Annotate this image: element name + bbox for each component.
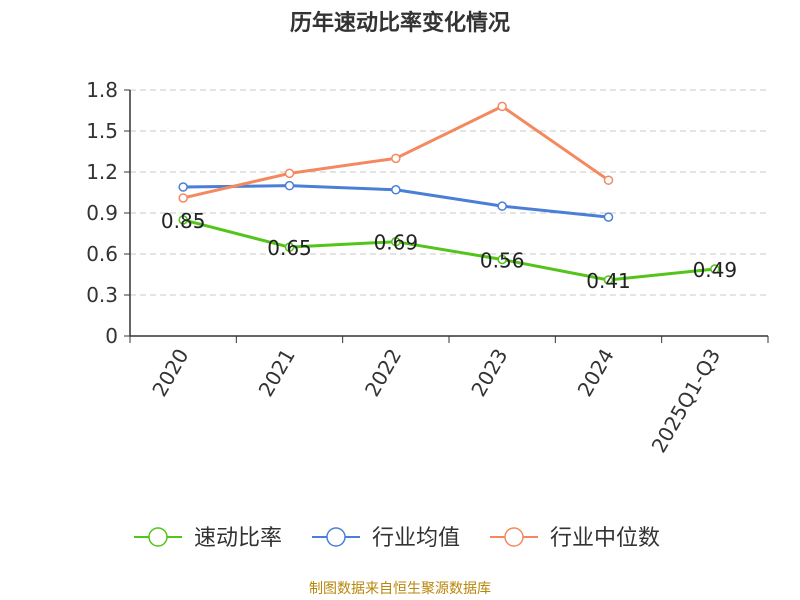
x-tick-label: 2022 bbox=[360, 345, 406, 401]
legend-label: 速动比率 bbox=[194, 526, 282, 551]
legend-marker bbox=[504, 527, 524, 547]
series-line bbox=[182, 218, 715, 282]
series-line bbox=[182, 104, 610, 200]
y-tick-label: 0.3 bbox=[86, 283, 118, 307]
data-point bbox=[178, 215, 188, 225]
legend-marker bbox=[148, 527, 168, 547]
data-label: 0.69 bbox=[374, 231, 419, 255]
data-point bbox=[284, 180, 295, 191]
data-label: 0.49 bbox=[693, 258, 738, 282]
y-tick-label: 1.2 bbox=[86, 160, 118, 184]
data-point bbox=[284, 168, 295, 179]
data-point bbox=[391, 153, 401, 164]
data-point bbox=[497, 101, 507, 112]
legend-item: 行业中位数 bbox=[490, 526, 660, 551]
y-tick-label: 1.8 bbox=[86, 78, 118, 102]
y-tick-label: 1.5 bbox=[86, 119, 118, 143]
y-tick-label: 0.9 bbox=[86, 201, 118, 225]
data-point bbox=[391, 236, 401, 247]
data-label: 0.85 bbox=[161, 209, 206, 233]
x-tick-label: 2020 bbox=[147, 345, 193, 401]
data-point bbox=[710, 264, 720, 274]
legend-label: 行业均值 bbox=[372, 526, 460, 551]
data-label: 0.65 bbox=[267, 236, 312, 260]
data-point bbox=[603, 175, 614, 185]
data-point bbox=[497, 201, 507, 211]
y-tick-label: 0 bbox=[105, 324, 118, 348]
data-point bbox=[178, 193, 188, 203]
x-tick-label: 2025Q1-Q3 bbox=[646, 345, 725, 457]
x-tick-label: 2021 bbox=[254, 345, 300, 401]
legend-marker bbox=[326, 527, 346, 547]
chart-title: 历年速动比率变化情况 bbox=[290, 10, 510, 36]
legend-label: 行业中位数 bbox=[550, 526, 660, 551]
data-point bbox=[178, 182, 188, 192]
data-label: 0.56 bbox=[480, 248, 525, 272]
data-point bbox=[603, 275, 614, 285]
legend-item: 行业均值 bbox=[312, 526, 460, 551]
legend-item: 速动比率 bbox=[134, 526, 282, 551]
x-tick-label: 2023 bbox=[466, 344, 512, 400]
data-point bbox=[391, 185, 401, 195]
data-point bbox=[603, 212, 614, 222]
data-point bbox=[284, 242, 295, 252]
y-tick-label: 0.6 bbox=[86, 242, 118, 266]
x-tick-label: 2024 bbox=[573, 345, 619, 401]
source-footer: 制图数据来自恒生聚源数据库 bbox=[309, 581, 491, 597]
data-point bbox=[497, 254, 507, 265]
data-label: 0.41 bbox=[586, 269, 631, 293]
